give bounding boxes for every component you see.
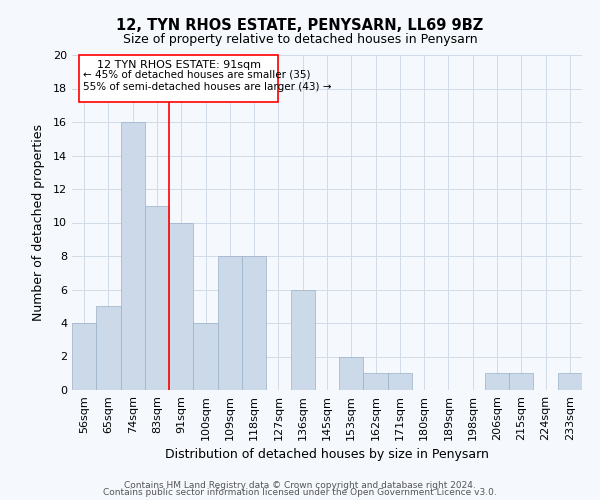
Bar <box>364 373 388 390</box>
Bar <box>145 206 169 390</box>
Bar <box>79 55 278 102</box>
Text: 55% of semi-detached houses are larger (43) →: 55% of semi-detached houses are larger (… <box>83 82 331 92</box>
Text: Contains public sector information licensed under the Open Government Licence v3: Contains public sector information licen… <box>103 488 497 497</box>
Bar <box>558 373 582 390</box>
Text: ← 45% of detached houses are smaller (35): ← 45% of detached houses are smaller (35… <box>83 69 310 79</box>
Bar <box>242 256 266 390</box>
Bar <box>339 356 364 390</box>
Y-axis label: Number of detached properties: Number of detached properties <box>32 124 44 321</box>
X-axis label: Distribution of detached houses by size in Penysarn: Distribution of detached houses by size … <box>165 448 489 462</box>
Text: Contains HM Land Registry data © Crown copyright and database right 2024.: Contains HM Land Registry data © Crown c… <box>124 480 476 490</box>
Text: 12, TYN RHOS ESTATE, PENYSARN, LL69 9BZ: 12, TYN RHOS ESTATE, PENYSARN, LL69 9BZ <box>116 18 484 32</box>
Bar <box>72 323 96 390</box>
Bar <box>509 373 533 390</box>
Text: 12 TYN RHOS ESTATE: 91sqm: 12 TYN RHOS ESTATE: 91sqm <box>97 60 261 70</box>
Bar <box>218 256 242 390</box>
Bar <box>388 373 412 390</box>
Text: Size of property relative to detached houses in Penysarn: Size of property relative to detached ho… <box>122 32 478 46</box>
Bar <box>485 373 509 390</box>
Bar <box>193 323 218 390</box>
Bar <box>169 222 193 390</box>
Bar <box>121 122 145 390</box>
Bar <box>96 306 121 390</box>
Bar <box>290 290 315 390</box>
